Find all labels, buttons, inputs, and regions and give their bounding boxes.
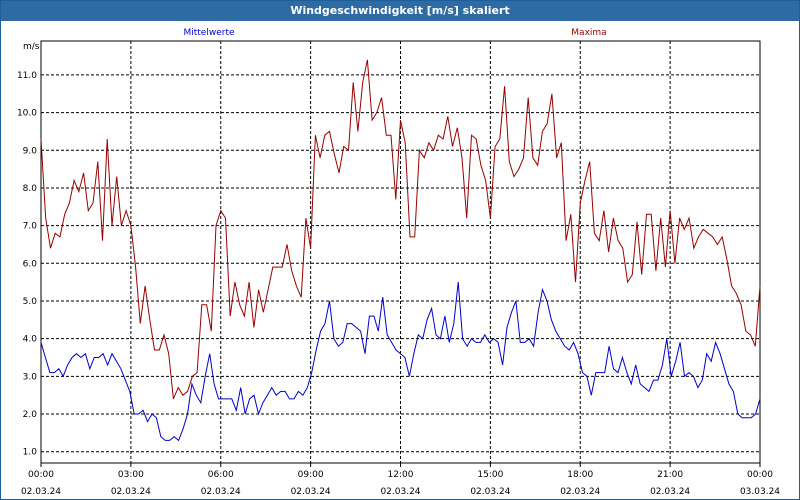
x-tick-label: 00:00 <box>28 470 54 480</box>
x-tick-date: 02.03.24 <box>201 487 241 497</box>
y-tick-label: 8.0 <box>23 184 38 194</box>
x-tick-date: 02.03.24 <box>650 487 690 497</box>
x-tick-label: 21:00 <box>657 470 683 480</box>
x-tick-date: 02.03.24 <box>21 487 61 497</box>
x-tick-date: 02.03.24 <box>560 487 600 497</box>
y-tick-label: 2.0 <box>23 410 38 420</box>
series-lines <box>40 59 761 442</box>
y-axis-label: m/s <box>23 42 40 52</box>
x-tick-label: 18:00 <box>567 470 593 480</box>
y-tick-label: 4.0 <box>23 335 38 345</box>
x-tick-date: 02.03.24 <box>111 487 151 497</box>
series-line-mittelwerte <box>40 282 761 442</box>
y-tick-label: 10.0 <box>17 109 37 119</box>
chart-title: Windgeschwindigkeit [m/s] skaliert <box>1 1 799 21</box>
x-tick-date: 02.03.24 <box>470 487 510 497</box>
y-tick-label: 11.0 <box>17 71 37 81</box>
axes <box>40 40 761 467</box>
legend-maxima: Maxima <box>571 28 606 38</box>
y-tick-label: 5.0 <box>23 297 38 307</box>
y-tick-label: 9.0 <box>23 146 38 156</box>
series-line-maxima <box>40 59 761 400</box>
legend-mittelwerte: Mittelwerte <box>183 28 234 38</box>
tick-labels: 1.0 2.0 3.0 4.0 5.0 6.0 7.0 8.0 9.0 10.0 11.0 00:00… <box>17 28 780 497</box>
grid <box>41 41 760 463</box>
x-tick-label: 06:00 <box>208 470 234 480</box>
y-tick-label: 1.0 <box>23 448 38 458</box>
y-tick-label: 3.0 <box>23 372 38 382</box>
x-tick-label: 00:00 <box>747 470 773 480</box>
x-tick-label: 03:00 <box>118 470 144 480</box>
y-tick-label: 6.0 <box>23 259 38 269</box>
x-tick-date: 03.03.24 <box>740 487 780 497</box>
x-tick-label: 12:00 <box>388 470 414 480</box>
x-tick-date: 02.03.24 <box>291 487 331 497</box>
plot-border <box>40 40 761 464</box>
x-tick-date: 02.03.24 <box>380 487 420 497</box>
y-tick-label: 7.0 <box>23 222 38 232</box>
wind-speed-chart: 1.0 2.0 3.0 4.0 5.0 6.0 7.0 8.0 9.0 10.0 11.0 00:00… <box>17 28 780 497</box>
x-tick-label: 09:00 <box>298 470 324 480</box>
x-tick-label: 15:00 <box>477 470 503 480</box>
